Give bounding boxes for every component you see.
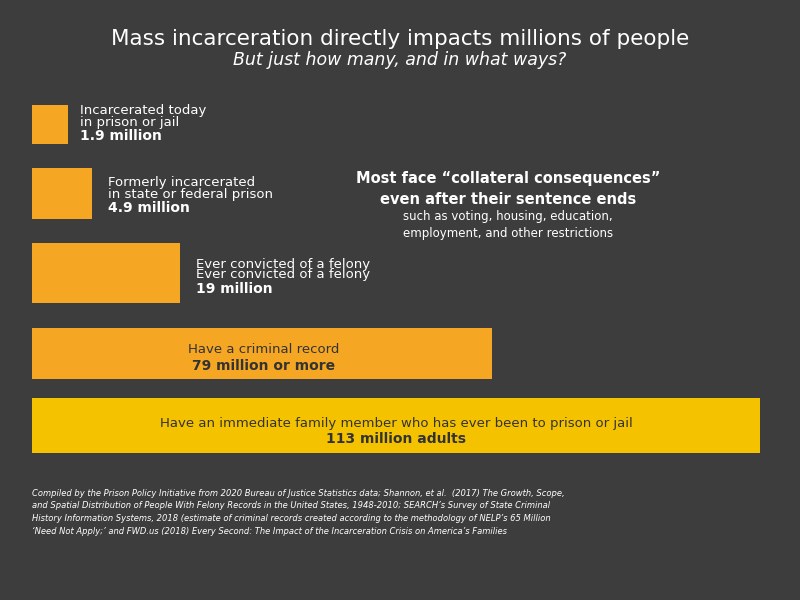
Text: Most face “collateral consequences”
even after their sentence ends: Most face “collateral consequences” even… (356, 171, 660, 207)
Bar (32, 105, 68, 144)
Text: Ever convicted of a felony: Ever convicted of a felony (196, 268, 370, 281)
Text: 113 million adults: 113 million adults (326, 432, 466, 446)
Bar (32, 168, 92, 219)
Text: 1.9 million: 1.9 million (80, 129, 162, 143)
Text: But just how many, and in what ways?: But just how many, and in what ways? (234, 51, 566, 69)
Text: Formerly incarcerated: Formerly incarcerated (108, 176, 255, 190)
Bar (32, 328, 492, 379)
Text: 19 million: 19 million (196, 281, 273, 296)
Text: 4.9 million: 4.9 million (108, 201, 190, 215)
Text: 79 million or more: 79 million or more (193, 359, 335, 373)
Text: Ever convicted of a felony: Ever convicted of a felony (196, 258, 370, 271)
Text: Mass incarceration directly impacts millions of people: Mass incarceration directly impacts mill… (111, 29, 689, 49)
Bar (32, 398, 760, 453)
Text: in prison or jail: in prison or jail (80, 116, 179, 129)
Text: Have a criminal record: Have a criminal record (188, 343, 340, 356)
Text: such as voting, housing, education,
employment, and other restrictions: such as voting, housing, education, empl… (403, 210, 613, 240)
Text: Incarcerated today: Incarcerated today (80, 104, 206, 118)
Text: Have an immediate family member who has ever been to prison or jail: Have an immediate family member who has … (160, 416, 632, 430)
Text: Compiled by the Prison Policy Initiative from 2020 Bureau of Justice Statistics : Compiled by the Prison Policy Initiative… (32, 489, 565, 535)
Text: in state or federal prison: in state or federal prison (108, 188, 273, 201)
Bar (32, 243, 180, 303)
